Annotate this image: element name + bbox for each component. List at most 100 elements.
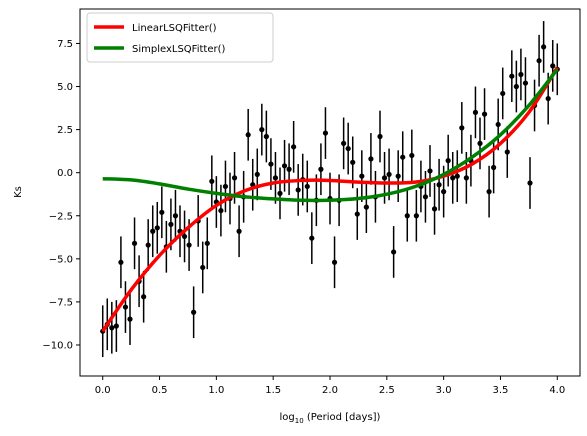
data-point <box>446 158 451 163</box>
y-tick-label: −7.5 <box>49 297 73 308</box>
data-point <box>400 155 405 160</box>
data-point <box>550 63 555 68</box>
data-point <box>477 141 482 146</box>
x-tick-label: 3.5 <box>493 385 509 396</box>
data-point <box>346 146 351 151</box>
data-point <box>359 174 364 179</box>
data-point <box>291 144 296 149</box>
data-point <box>191 310 196 315</box>
data-point <box>341 141 346 146</box>
data-point <box>168 222 173 227</box>
data-point <box>123 304 128 309</box>
data-point <box>464 175 469 180</box>
data-point <box>264 134 269 139</box>
y-tick-label: 0.0 <box>57 168 73 179</box>
data-point <box>146 242 151 247</box>
legend-label-linear: LinearLSQFitter() <box>132 23 217 34</box>
data-point <box>450 175 455 180</box>
data-point <box>350 160 355 165</box>
y-tick-label: 5.0 <box>57 82 73 93</box>
data-point <box>309 236 314 241</box>
data-point <box>186 242 191 247</box>
x-tick-label: 2.0 <box>322 385 338 396</box>
data-point <box>427 168 432 173</box>
x-tick-label: 0.5 <box>152 385 168 396</box>
data-point <box>155 225 160 230</box>
data-point <box>405 213 410 218</box>
data-point <box>205 241 210 246</box>
data-point <box>323 130 328 135</box>
data-point <box>432 206 437 211</box>
data-point <box>523 80 528 85</box>
data-point <box>118 260 123 265</box>
data-point <box>159 210 164 215</box>
data-point <box>114 323 119 328</box>
legend-label-simplex: SimplexLSQFitter() <box>132 44 225 55</box>
y-tick-label: −10.0 <box>42 340 73 351</box>
data-point <box>141 294 146 299</box>
data-point <box>296 187 301 192</box>
data-point <box>459 125 464 130</box>
data-point <box>423 194 428 199</box>
data-point <box>514 84 519 89</box>
data-point <box>209 179 214 184</box>
data-point <box>318 167 323 172</box>
data-point <box>218 208 223 213</box>
data-point <box>355 211 360 216</box>
data-point <box>127 317 132 322</box>
data-point <box>236 229 241 234</box>
y-tick-label: 2.5 <box>57 125 73 136</box>
x-tick-label: 3.0 <box>436 385 452 396</box>
y-tick-label: 7.5 <box>57 39 73 50</box>
y-tick-label: −5.0 <box>49 254 73 265</box>
data-point <box>173 213 178 218</box>
x-tick-label: 2.5 <box>379 385 395 396</box>
data-point <box>396 174 401 179</box>
data-point <box>505 149 510 154</box>
data-point <box>364 205 369 210</box>
data-point <box>414 213 419 218</box>
data-point <box>486 189 491 194</box>
data-point <box>305 184 310 189</box>
x-tick-label: 1.5 <box>265 385 281 396</box>
y-tick-label: −2.5 <box>49 211 73 222</box>
x-tick-label: 0.0 <box>95 385 111 396</box>
data-point <box>455 174 460 179</box>
data-point <box>491 165 496 170</box>
data-point <box>132 241 137 246</box>
data-point <box>391 249 396 254</box>
data-point <box>109 325 114 330</box>
data-point <box>441 189 446 194</box>
data-point <box>282 163 287 168</box>
data-point <box>382 175 387 180</box>
data-point <box>500 91 505 96</box>
data-point <box>232 175 237 180</box>
data-point <box>541 44 546 49</box>
data-point <box>268 161 273 166</box>
data-point <box>246 132 251 137</box>
data-point <box>473 110 478 115</box>
data-point <box>377 134 382 139</box>
x-tick-label: 4.0 <box>549 385 565 396</box>
x-axis-label-rest: (Period [days]) <box>304 412 381 423</box>
data-point <box>286 167 291 172</box>
data-point <box>150 229 155 234</box>
x-tick-label: 1.0 <box>208 385 224 396</box>
data-point <box>409 153 414 158</box>
legend: LinearLSQFitter() SimplexLSQFitter() <box>87 13 273 62</box>
data-point <box>223 184 228 189</box>
data-point <box>277 191 282 196</box>
data-point <box>496 122 501 127</box>
data-point <box>332 260 337 265</box>
data-point <box>527 180 532 185</box>
x-axis-label-subscript: 10 <box>295 417 304 425</box>
data-point <box>368 156 373 161</box>
data-point <box>509 74 514 79</box>
data-point <box>436 182 441 187</box>
data-point <box>546 96 551 101</box>
y-axis-label: Ks <box>13 186 24 198</box>
data-point <box>273 175 278 180</box>
data-point <box>482 112 487 117</box>
